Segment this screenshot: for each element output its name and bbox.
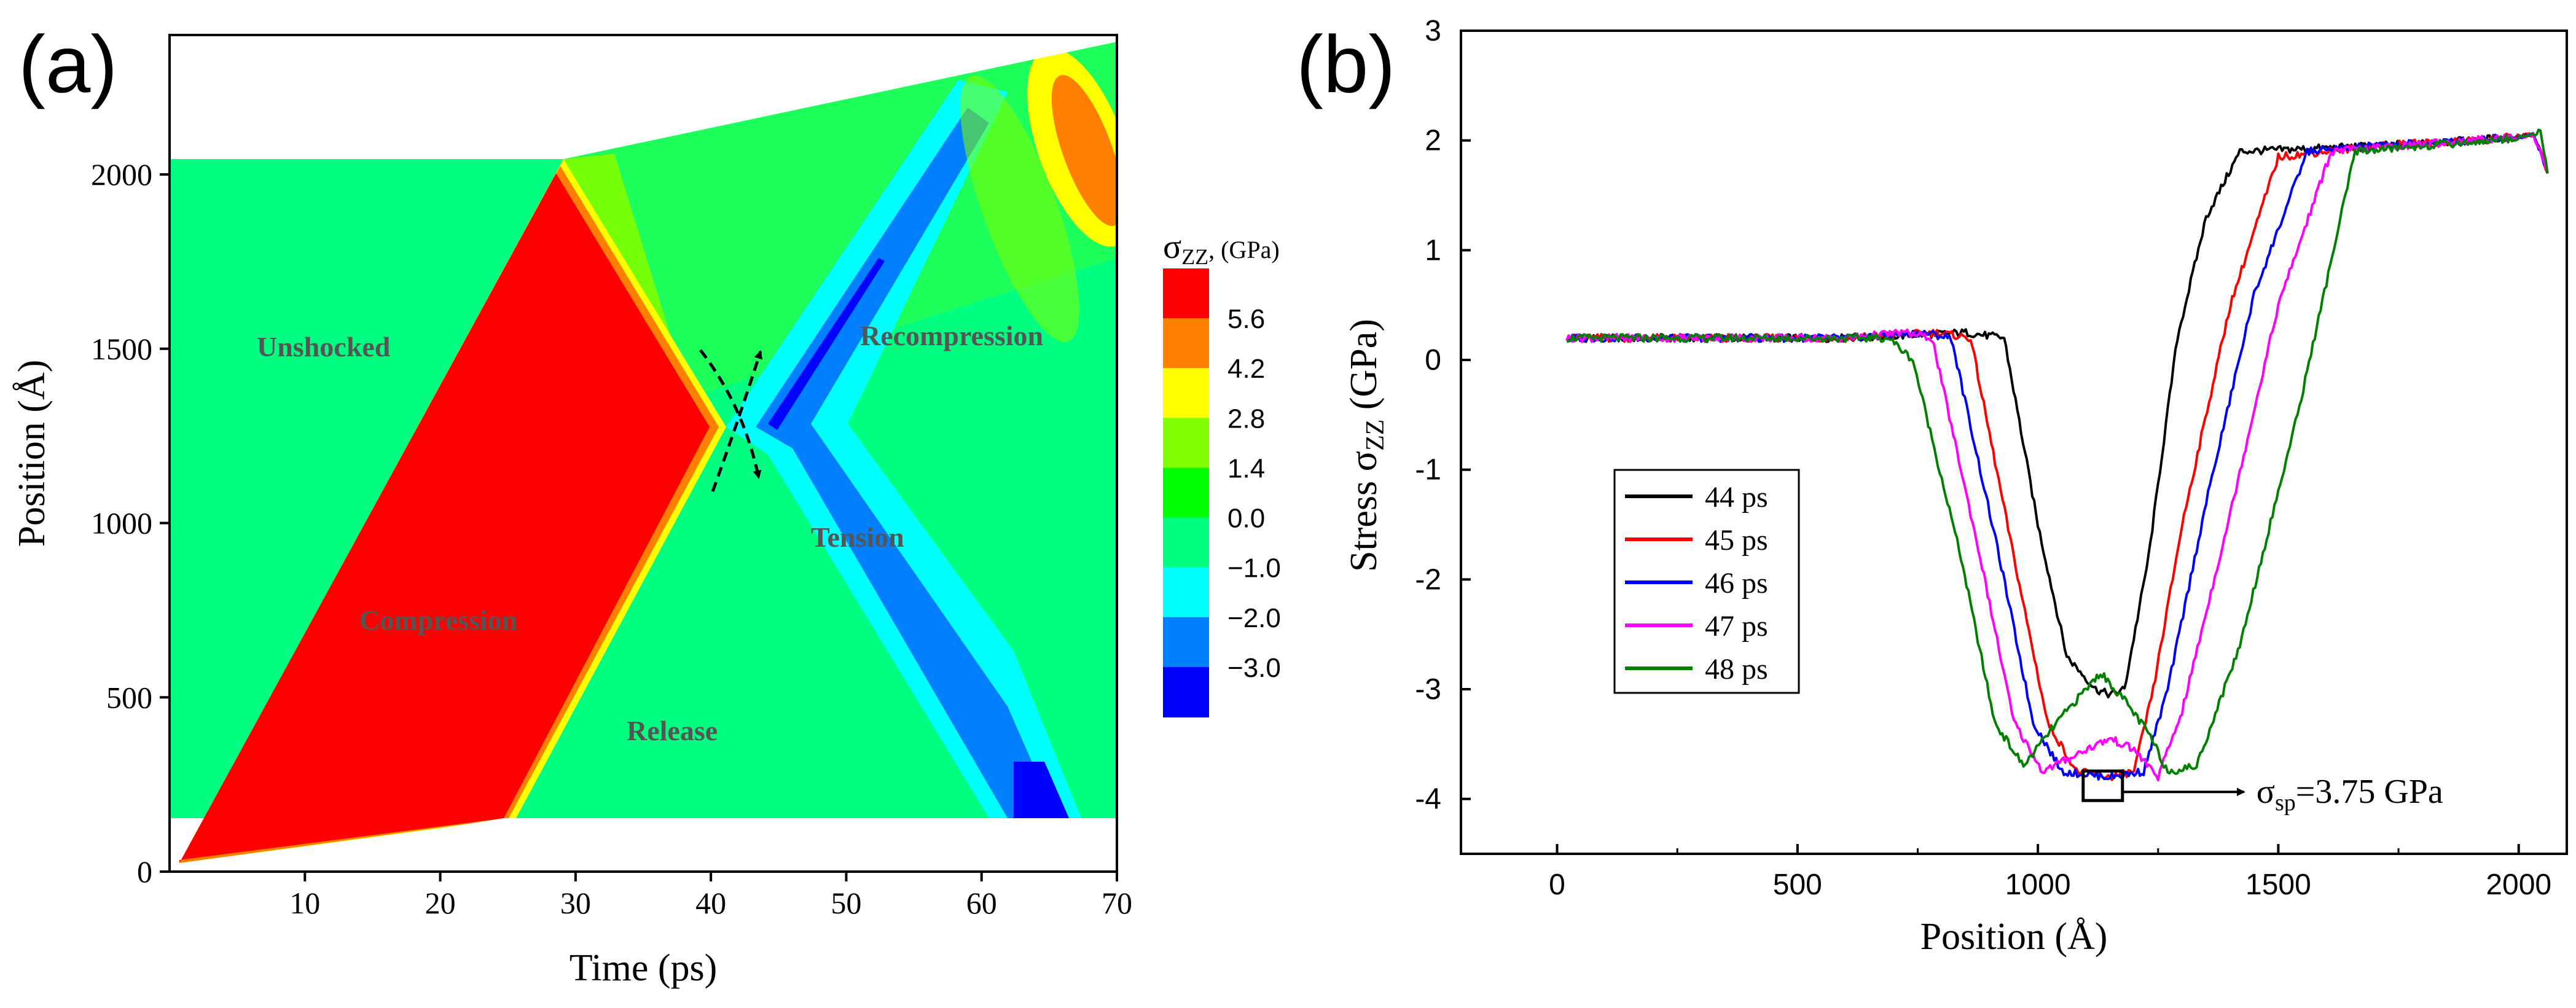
panel-a-x-axis-label: Time (ps) [570,947,718,989]
region-label-recompression: Recompression [860,320,1043,351]
panel-a-y-tick-label: 1000 [91,506,152,541]
panel-b-y-tick-label: -3 [1415,673,1441,706]
heatmap-tension-band-light-blue [756,107,1057,818]
panel-a-x-ticks: 10 20 30 40 50 60 70 [289,872,1132,920]
colorbar-tick-label: −2.0 [1227,603,1281,633]
colorbar-swatch [1163,368,1209,419]
panel-b-y-axis-label: Stress σZZ (GPa) [1343,319,1390,572]
legend-label: 47 ps [1705,610,1768,643]
colorbar-title: σZZ, (GPa) [1163,228,1280,269]
colorbar-swatch [1163,318,1209,369]
panel-a: (a) [11,19,1281,989]
colorbar-swatch [1163,268,1209,319]
colorbar: σZZ, (GPa) 5.6 4.2 2.8 1.4 0.0 −1.0 −2.0 −3.0 [1163,228,1281,717]
panel-a-x-tick-label: 60 [966,886,997,920]
panel-b-x-tick-label: 1000 [2005,869,2071,901]
panel-b-y-tick-label: -1 [1415,454,1441,486]
panel-b: (b) 0 500 1000 1500 2000 -4 -3 -2 -1 0 1 2 3 σsp=3.… [1296,15,2568,958]
heatmap-recompression-green [960,75,1079,343]
colorbar-swatch [1163,666,1209,717]
panel-a-y-ticks: 0 500 1000 1500 2000 [91,157,170,889]
panel-b-y-tick-label: -2 [1415,563,1441,596]
region-label-tension: Tension [811,522,904,553]
panel-b-x-tick-label: 0 [1549,869,1565,901]
region-label-release: Release [627,715,718,746]
panel-b-x-tick-label: 1500 [2245,869,2311,901]
colorbar-tick-label: 5.6 [1227,304,1265,334]
panel-b-x-tick-label: 2000 [2486,869,2551,901]
panel-b-x-tick-label: 500 [1773,869,1822,901]
heatmap-area [170,35,1117,872]
heatmap-tension-band-cyan [726,80,1081,818]
panel-a-y-tick-label: 2000 [91,157,152,192]
colorbar-swatch [1163,617,1209,668]
panel-a-x-tick-label: 70 [1102,886,1132,920]
heatmap-compression-region [179,173,710,863]
dashed-arrow-down [699,349,762,479]
panel-b-y-tick-label: 2 [1425,125,1441,157]
panel-b-y-tick-label: -4 [1415,783,1441,816]
heatmap-tension-core-blue [768,258,885,430]
legend-label: 44 ps [1705,481,1768,514]
series-line-47-ps [1565,132,2549,782]
spall-annotation: σsp=3.75 GPa [2081,769,2443,816]
panel-b-x-axis-label: Position (Å) [1920,916,2108,958]
panel-b-label: (b) [1296,19,1395,109]
colorbar-tick-label: 1.4 [1227,453,1265,483]
panel-a-y-tick-label: 1500 [91,332,152,366]
colorbar-tick-label: 4.2 [1227,354,1265,384]
panel-a-y-tick-label: 500 [106,680,152,714]
panel-a-x-tick-label: 10 [289,886,320,920]
panel-b-y-tick-label: 3 [1425,15,1441,47]
panel-b-x-ticks: 0 500 1000 1500 2000 [1549,844,2551,901]
legend: 44 ps 45 ps 46 ps 47 ps 48 ps [1613,469,1800,694]
panel-b-y-tick-label: 0 [1425,344,1441,377]
panel-b-axes-frame [1460,29,2568,855]
heatmap-top-blank [170,35,1117,159]
panel-a-x-tick-label: 30 [560,886,591,920]
colorbar-swatch [1163,567,1209,618]
panel-a-y-axis-label: Position (Å) [11,360,53,547]
colorbar-tick-label: −1.0 [1227,553,1281,584]
heatmap-tension-core-blue-bottom [1014,762,1069,818]
crossing-arrows [699,349,762,492]
heatmap-bottom-blank [170,818,1117,872]
panel-a-x-tick-label: 50 [831,886,861,920]
panel-a-axes-frame [168,34,1118,873]
colorbar-swatch [1163,467,1209,518]
legend-label: 48 ps [1705,653,1768,686]
panel-a-x-tick-label: 40 [695,886,726,920]
spall-marker-box [2081,769,2124,802]
colorbar-tick-label: −3.0 [1227,653,1281,683]
panel-b-y-tick-label: 1 [1425,234,1441,267]
panel-a-label: (a) [18,19,117,109]
panel-a-x-tick-label: 20 [425,886,456,920]
colorbar-tick-label: 0.0 [1227,504,1265,534]
colorbar-tick-label: 2.8 [1227,404,1265,434]
legend-label: 46 ps [1705,567,1768,600]
spall-strength-label: σsp=3.75 GPa [2257,773,2443,816]
panel-b-y-ticks: -4 -3 -2 -1 0 1 2 3 [1415,15,1471,816]
region-label-compression: Compression [359,604,517,636]
legend-label: 45 ps [1705,524,1768,557]
colorbar-swatch [1163,418,1209,469]
region-label-unshocked: Unshocked [257,331,391,362]
panel-a-y-tick-label: 0 [137,854,152,889]
colorbar-swatch [1163,517,1209,568]
dashed-arrow-up [711,350,762,492]
series-line-48-ps [1566,128,2549,775]
heatmap-recompression-orange [1051,75,1117,226]
